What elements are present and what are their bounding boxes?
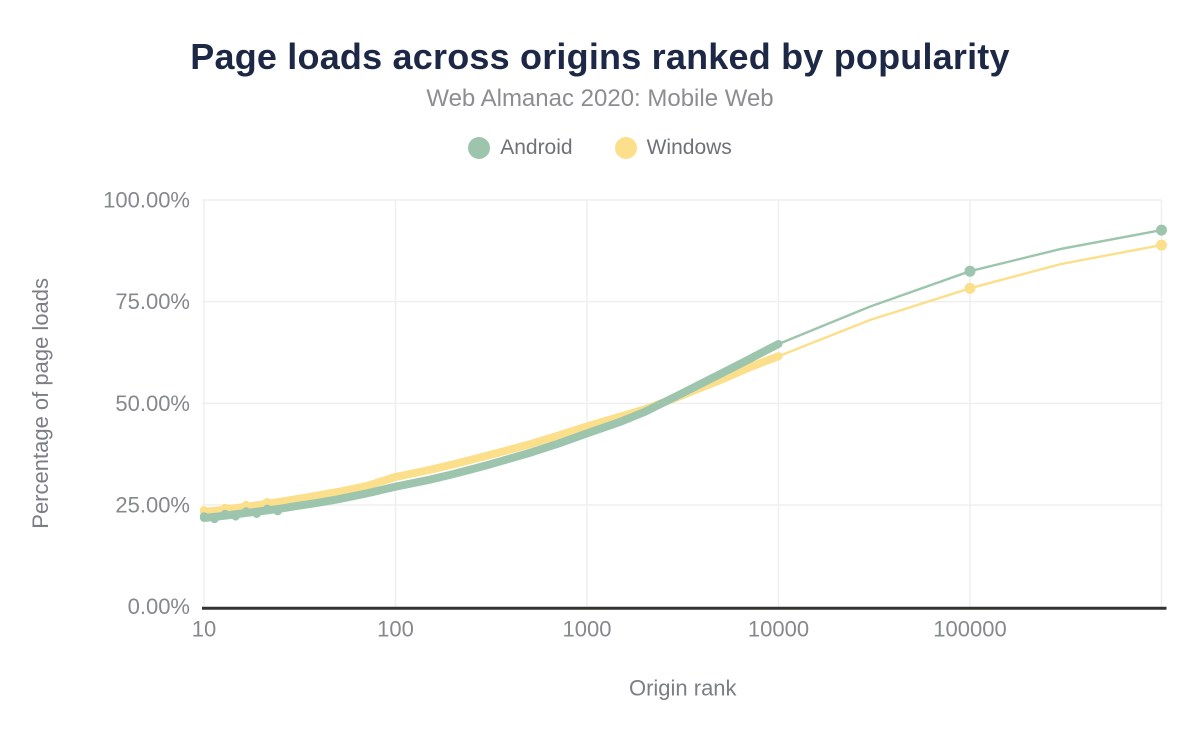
- android-series-sample-dot: [210, 514, 219, 524]
- android-series-marker: [1156, 224, 1167, 236]
- x-tick-label: 100000: [933, 617, 1006, 642]
- android-series-sample-dot: [263, 504, 272, 513]
- y-axis-title: Percentage of page loads: [28, 278, 53, 529]
- chart-title: Page loads across origins ranked by popu…: [190, 36, 1010, 77]
- android-series-sample-dot: [273, 506, 282, 516]
- windows-series-swatch-icon: [614, 137, 637, 159]
- android-series-sample-dot: [199, 512, 209, 521]
- android-series-sample-dot: [220, 509, 230, 519]
- x-tick-label: 100: [377, 617, 414, 642]
- x-tick-label: 1000: [563, 617, 612, 642]
- android-series-sample-dot: [231, 512, 240, 521]
- windows-series-sample-dot: [220, 503, 230, 513]
- windows-series-thick-line: [200, 352, 783, 516]
- legend: Android Windows: [0, 136, 1200, 160]
- x-tick-label: 10: [192, 617, 216, 642]
- android-series-sample-dot: [241, 507, 251, 516]
- android-series-marker: [964, 265, 976, 277]
- x-tick-label: 10000: [748, 617, 809, 642]
- y-tick-label: 100.00%: [103, 188, 190, 213]
- legend-item-android[interactable]: Android: [468, 136, 573, 160]
- windows-series-sample-dot: [199, 506, 209, 515]
- legend-item-windows[interactable]: Windows: [614, 136, 732, 160]
- windows-series-sample-dot: [263, 498, 272, 507]
- legend-label-android: Android: [500, 136, 573, 159]
- windows-series-marker: [964, 282, 976, 294]
- android-series-swatch-icon: [468, 137, 491, 159]
- android-series-sample-dot: [252, 509, 261, 518]
- y-tick-label: 75.00%: [115, 289, 190, 314]
- x-axis-title: Origin rank: [629, 676, 738, 701]
- y-tick-label: 50.00%: [115, 391, 190, 416]
- y-tick-label: 0.00%: [128, 594, 190, 619]
- windows-series-sample-dot: [241, 500, 251, 510]
- legend-label-windows: Windows: [646, 136, 732, 159]
- y-tick-label: 25.00%: [115, 493, 190, 518]
- android-series-thick-line: [200, 340, 783, 522]
- windows-series-marker: [1156, 239, 1167, 251]
- chart-subtitle: Web Almanac 2020: Mobile Web: [426, 85, 774, 112]
